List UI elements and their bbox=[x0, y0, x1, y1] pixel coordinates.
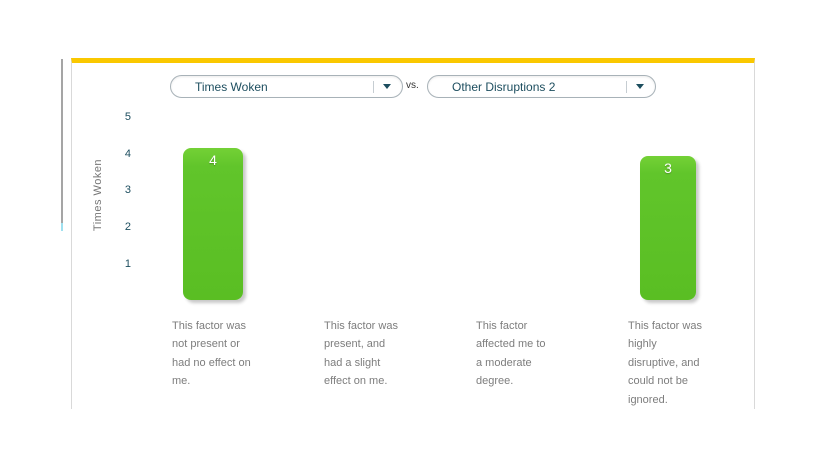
metric-dropdown-right-value: Other Disruptions 2 bbox=[452, 79, 556, 94]
dropdown-separator bbox=[373, 80, 374, 93]
bar-category-4: 3 bbox=[640, 156, 696, 300]
chevron-down-icon[interactable] bbox=[383, 84, 391, 89]
metric-dropdown-right[interactable]: Other Disruptions 2 bbox=[427, 75, 656, 98]
metric-dropdown-left[interactable]: Times Woken bbox=[170, 75, 403, 98]
category-label-2: This factor was present, and had a sligh… bbox=[324, 320, 398, 388]
bar-category-1: 4 bbox=[183, 148, 243, 300]
bar-value-label: 4 bbox=[209, 152, 217, 168]
metric-dropdown-left-value: Times Woken bbox=[195, 79, 268, 94]
y-tick-3: 3 bbox=[124, 184, 131, 196]
chevron-down-icon[interactable] bbox=[636, 84, 644, 89]
y-tick-5: 5 bbox=[124, 111, 131, 123]
y-axis-title: Times Woken bbox=[92, 158, 104, 232]
y-tick-4: 4 bbox=[124, 148, 131, 160]
y-tick-2: 2 bbox=[124, 221, 131, 233]
dropdown-separator bbox=[626, 80, 627, 93]
bar-value-label: 3 bbox=[664, 160, 672, 176]
vertical-divider-tip bbox=[61, 223, 63, 231]
y-tick-1: 1 bbox=[124, 258, 131, 270]
category-label-1: This factor was not present or had no ef… bbox=[172, 320, 251, 388]
vs-label: vs. bbox=[406, 80, 419, 91]
category-label-4: This factor was highly disruptive, and c… bbox=[628, 320, 702, 406]
vertical-divider bbox=[61, 59, 63, 223]
category-label-3: This factor affected me to a moderate de… bbox=[476, 320, 546, 388]
chart-panel: Times Woken vs. Other Disruptions 2 Time… bbox=[71, 58, 755, 409]
